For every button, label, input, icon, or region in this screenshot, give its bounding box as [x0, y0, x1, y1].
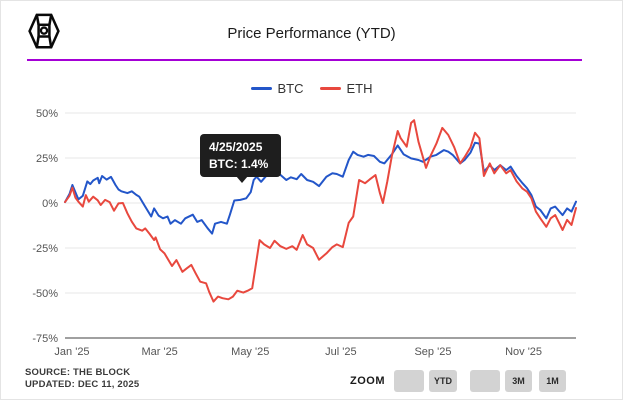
svg-text:May '25: May '25: [231, 346, 269, 358]
svg-text:Mar '25: Mar '25: [141, 346, 177, 358]
source-attribution: SOURCE: THE BLOCK: [25, 367, 131, 378]
zoom-label: ZOOM: [350, 375, 385, 387]
tooltip-date: 4/25/2025: [209, 140, 263, 154]
chart-title: Price Performance (YTD): [227, 25, 396, 42]
svg-text:-75%: -75%: [32, 333, 58, 345]
svg-text:0%: 0%: [42, 198, 58, 210]
btc-series-line[interactable]: [64, 141, 577, 235]
chart-legend: BTC ETH: [0, 81, 623, 96]
zoom-controls: ZOOM YTD 3M 1M: [350, 370, 566, 392]
svg-text:Jan '25: Jan '25: [54, 346, 89, 358]
svg-text:Jul '25: Jul '25: [325, 346, 356, 358]
svg-text:Nov '25: Nov '25: [505, 346, 542, 358]
zoom-button-1[interactable]: [394, 370, 424, 392]
zoom-button-3[interactable]: [470, 370, 500, 392]
svg-text:-25%: -25%: [32, 243, 58, 255]
zoom-button-3m[interactable]: 3M: [505, 370, 532, 392]
updated-timestamp: UPDATED: DEC 11, 2025: [25, 379, 140, 390]
legend-label-btc: BTC: [277, 81, 304, 96]
legend-item-btc[interactable]: BTC: [250, 81, 304, 96]
svg-text:50%: 50%: [36, 108, 58, 120]
y-axis-labels: 50% 25% 0% -25% -50% -75%: [32, 108, 58, 345]
svg-text:25%: 25%: [36, 153, 58, 165]
svg-text:-50%: -50%: [32, 288, 58, 300]
gridlines: [65, 112, 576, 339]
data-point-tooltip: 4/25/2025 BTC: 1.4%: [200, 134, 281, 183]
eth-series-line[interactable]: [64, 119, 577, 303]
btc-line-swatch: [250, 87, 272, 90]
the-block-logo-icon[interactable]: [26, 12, 62, 52]
accent-divider: [27, 59, 582, 61]
tooltip-value: BTC: 1.4%: [209, 157, 269, 171]
eth-line-swatch: [319, 87, 341, 90]
zoom-button-ytd[interactable]: YTD: [429, 370, 457, 392]
legend-item-eth[interactable]: ETH: [319, 81, 373, 96]
x-axis-labels: Jan '25 Mar '25 May '25 Jul '25 Sep '25 Nov '…: [54, 346, 542, 358]
zoom-button-1m[interactable]: 1M: [539, 370, 566, 392]
legend-label-eth: ETH: [346, 81, 373, 96]
svg-text:Sep '25: Sep '25: [414, 346, 451, 358]
